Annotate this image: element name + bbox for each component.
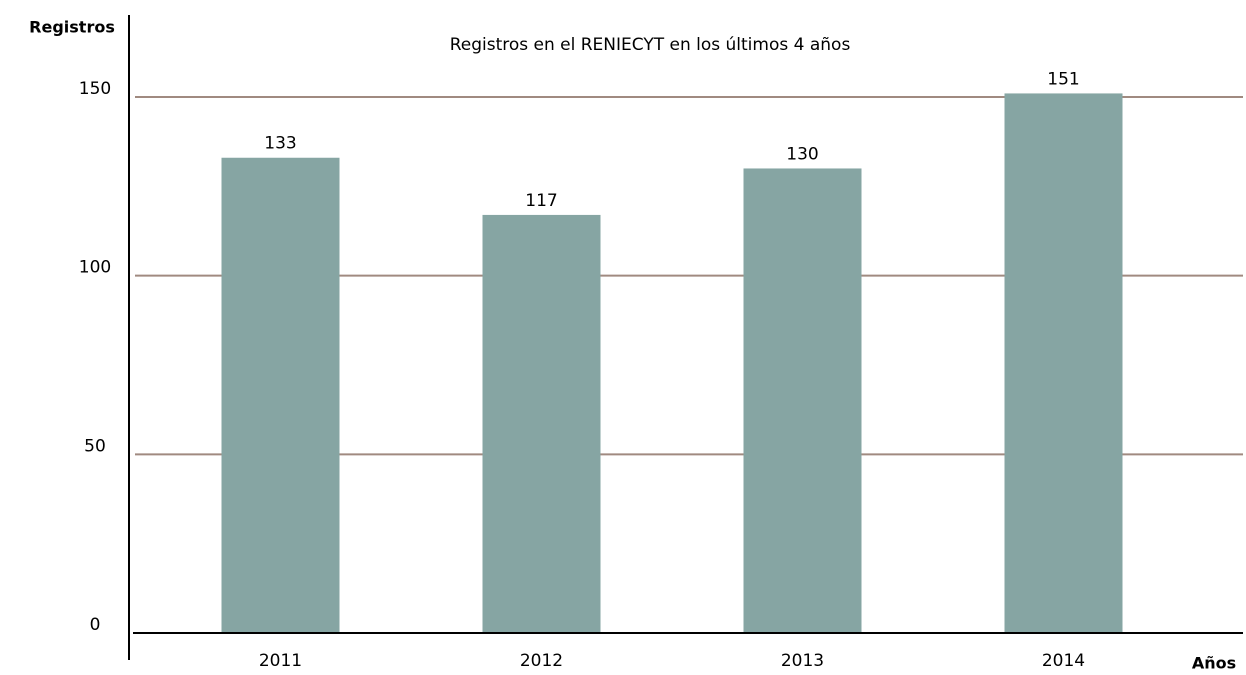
data-label: 151: [1047, 69, 1079, 89]
bar: [1004, 93, 1123, 634]
y-tick-label: 50: [84, 436, 106, 456]
data-label: 130: [786, 144, 818, 164]
data-label: 133: [264, 134, 296, 154]
y-tick-label: 100: [79, 258, 111, 278]
bar: [482, 214, 601, 634]
x-tick-label: 2013: [781, 651, 824, 671]
y-tick-label: 150: [79, 79, 111, 99]
chart-title: Registros en el RENIECYT en los últimos …: [450, 35, 851, 55]
x-axis-label: Años: [1192, 654, 1236, 673]
bar: [221, 157, 340, 633]
bar: [743, 168, 862, 633]
y-tick-label: 0: [90, 615, 101, 635]
y-axis-label: Registros: [29, 18, 115, 37]
data-label: 117: [525, 191, 557, 211]
x-tick-label: 2011: [259, 651, 302, 671]
x-tick-label: 2012: [520, 651, 563, 671]
x-tick-label: 2014: [1042, 651, 1085, 671]
